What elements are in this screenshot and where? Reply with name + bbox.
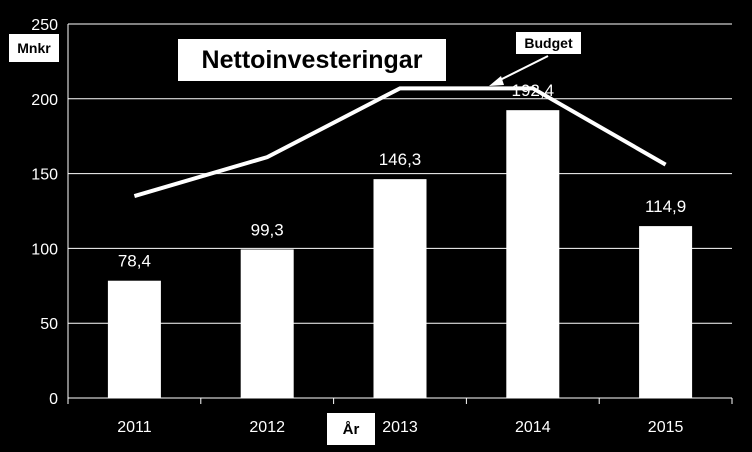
bar [639,226,693,398]
y-tick-label: 100 [31,241,58,258]
data-label: 114,9 [645,197,686,216]
x-tick-label: 2015 [648,419,684,436]
data-label: 99,3 [251,220,284,239]
budget-arrow [495,55,549,83]
bar [107,280,161,398]
bar [240,249,294,398]
y-tick-label: 200 [31,92,58,109]
budget-arrow-head [489,76,504,86]
x-tick-label: 2012 [249,419,285,436]
data-label: 146,3 [379,150,422,169]
data-label: 78,4 [118,252,151,271]
budget-line [133,86,667,198]
chart-title: Nettoinvesteringar [177,38,447,82]
budget-annotation: Budget [515,31,582,55]
x-tick-label: 2014 [515,419,551,436]
bar [506,110,560,398]
y-tick-label: 150 [31,167,58,184]
y-axis-label: Mnkr [8,33,60,63]
y-tick-label: 250 [31,17,58,34]
bar [373,179,427,398]
x-tick-label: 2013 [382,419,418,436]
y-tick-label: 0 [49,391,58,408]
x-axis-label: År [326,412,376,446]
x-tick-label: 2011 [117,419,152,436]
y-tick-label: 50 [40,316,58,333]
